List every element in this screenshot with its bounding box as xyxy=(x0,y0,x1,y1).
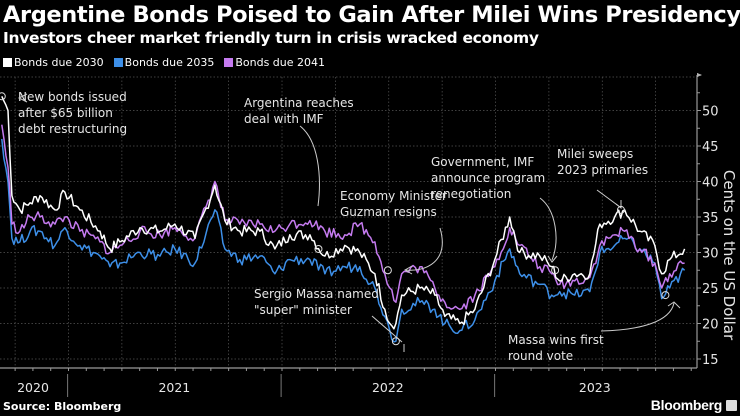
annotation: Massa wins first round vote xyxy=(508,291,681,363)
series-lines xyxy=(1,95,686,343)
chart-subtitle: Investors cheer market friendly turn in … xyxy=(3,29,539,47)
legend-label-2030: Bonds due 2030 xyxy=(14,56,104,69)
annotation-point-marker xyxy=(391,337,400,346)
annotation-arrowhead xyxy=(17,93,28,103)
series-line-bonds-due-2035 xyxy=(1,138,686,343)
annotation-text: Sergio Massa named xyxy=(254,287,379,301)
x-year-label: 2020 xyxy=(17,380,49,395)
annotation-point-marker xyxy=(661,291,670,300)
annotation-leader xyxy=(539,197,557,261)
annotation-arrowhead xyxy=(615,200,622,210)
annotation-text: Economy Minister xyxy=(340,189,447,203)
annotation-leader xyxy=(600,302,675,332)
annotation-point-marker xyxy=(0,92,6,101)
brand-logo-text: Bloomberg xyxy=(650,397,723,413)
annotation-text: debt restructuring xyxy=(18,122,127,136)
x-year-label: 2023 xyxy=(579,380,611,395)
annotation-text: Government, IMF xyxy=(431,155,534,169)
axes: 15 20 25 30 35 40 45 50 2020 2021 2022 2023 xyxy=(0,73,719,397)
y-tick-label: 25 xyxy=(702,282,719,297)
y-tick-label: 50 xyxy=(702,105,719,120)
annotation: Argentina reaches deal with IMF xyxy=(244,96,354,253)
annotation-text: Argentina reaches xyxy=(244,96,354,110)
legend: Bonds due 2030 Bonds due 2035 Bonds due … xyxy=(3,56,325,69)
annotation-point-marker xyxy=(551,266,560,275)
legend-swatch-2041 xyxy=(224,58,234,67)
chart-title: Argentine Bonds Poised to Gain After Mil… xyxy=(3,2,740,28)
annotation-leader xyxy=(405,227,443,271)
legend-swatch-2035 xyxy=(113,58,123,67)
annotation-text: deal with IMF xyxy=(244,112,324,126)
annotation: Government, IMF announce program renegotia… xyxy=(431,155,560,275)
annotation-text: 2023 primaries xyxy=(557,163,648,177)
annotation-arrowhead xyxy=(403,265,413,275)
legend-swatch-2030 xyxy=(3,58,12,67)
y-tick-label: 45 xyxy=(702,140,719,155)
annotation-text: "super" minister xyxy=(254,303,352,317)
legend-item-2035[interactable]: Bonds due 2035 xyxy=(113,56,215,69)
annotation-text: Milei sweeps xyxy=(557,147,633,161)
y-tick-label: 30 xyxy=(702,247,719,262)
y-tick-label: 40 xyxy=(702,176,719,191)
annotation-point-marker xyxy=(616,205,625,214)
series-line-bonds-due-2030 xyxy=(1,95,686,330)
annotation: Economy Minister Guzman resigns xyxy=(340,189,447,275)
legend-label-2041: Bonds due 2041 xyxy=(235,56,326,69)
annotation: New bonds issued after $65 billion debt re… xyxy=(0,90,127,136)
annotation-text: round vote xyxy=(508,349,573,363)
annotation-point-marker xyxy=(314,244,323,253)
grid xyxy=(0,76,697,368)
x-year-label: 2022 xyxy=(372,380,404,395)
y-axis-label: Cents on the US Dollar xyxy=(720,170,738,341)
y-tick-label: 15 xyxy=(702,353,719,368)
annotation-text: after $65 billion xyxy=(18,106,113,120)
annotation-text: New bonds issued xyxy=(18,90,127,104)
annotation: Sergio Massa named "super" minister xyxy=(254,287,405,352)
x-year-label: 2021 xyxy=(158,380,190,395)
y-tick-label: 20 xyxy=(702,318,719,333)
annotation-text: Guzman resigns xyxy=(340,205,437,219)
y-tick-label: 35 xyxy=(702,211,719,226)
annotation-text: renegotiation xyxy=(431,187,511,201)
legend-item-2041[interactable]: Bonds due 2041 xyxy=(224,56,325,69)
annotation-point-marker xyxy=(383,266,392,275)
annotation-arrowhead xyxy=(547,255,558,263)
source-note: Source: Bloomberg xyxy=(3,400,122,413)
annotation-text: Massa wins first xyxy=(508,333,604,347)
annotation-arrowhead xyxy=(667,301,681,309)
legend-label-2035: Bonds due 2035 xyxy=(124,56,215,69)
annotation: Milei sweeps 2023 primaries xyxy=(557,147,648,214)
annotation-text: announce program xyxy=(431,171,545,185)
bloomberg-terminal-icon xyxy=(726,400,737,411)
annotation-leader xyxy=(299,125,320,207)
annotations: New bonds issued after $65 billion debt re… xyxy=(0,90,681,363)
legend-item-2030[interactable]: Bonds due 2030 xyxy=(3,56,104,69)
